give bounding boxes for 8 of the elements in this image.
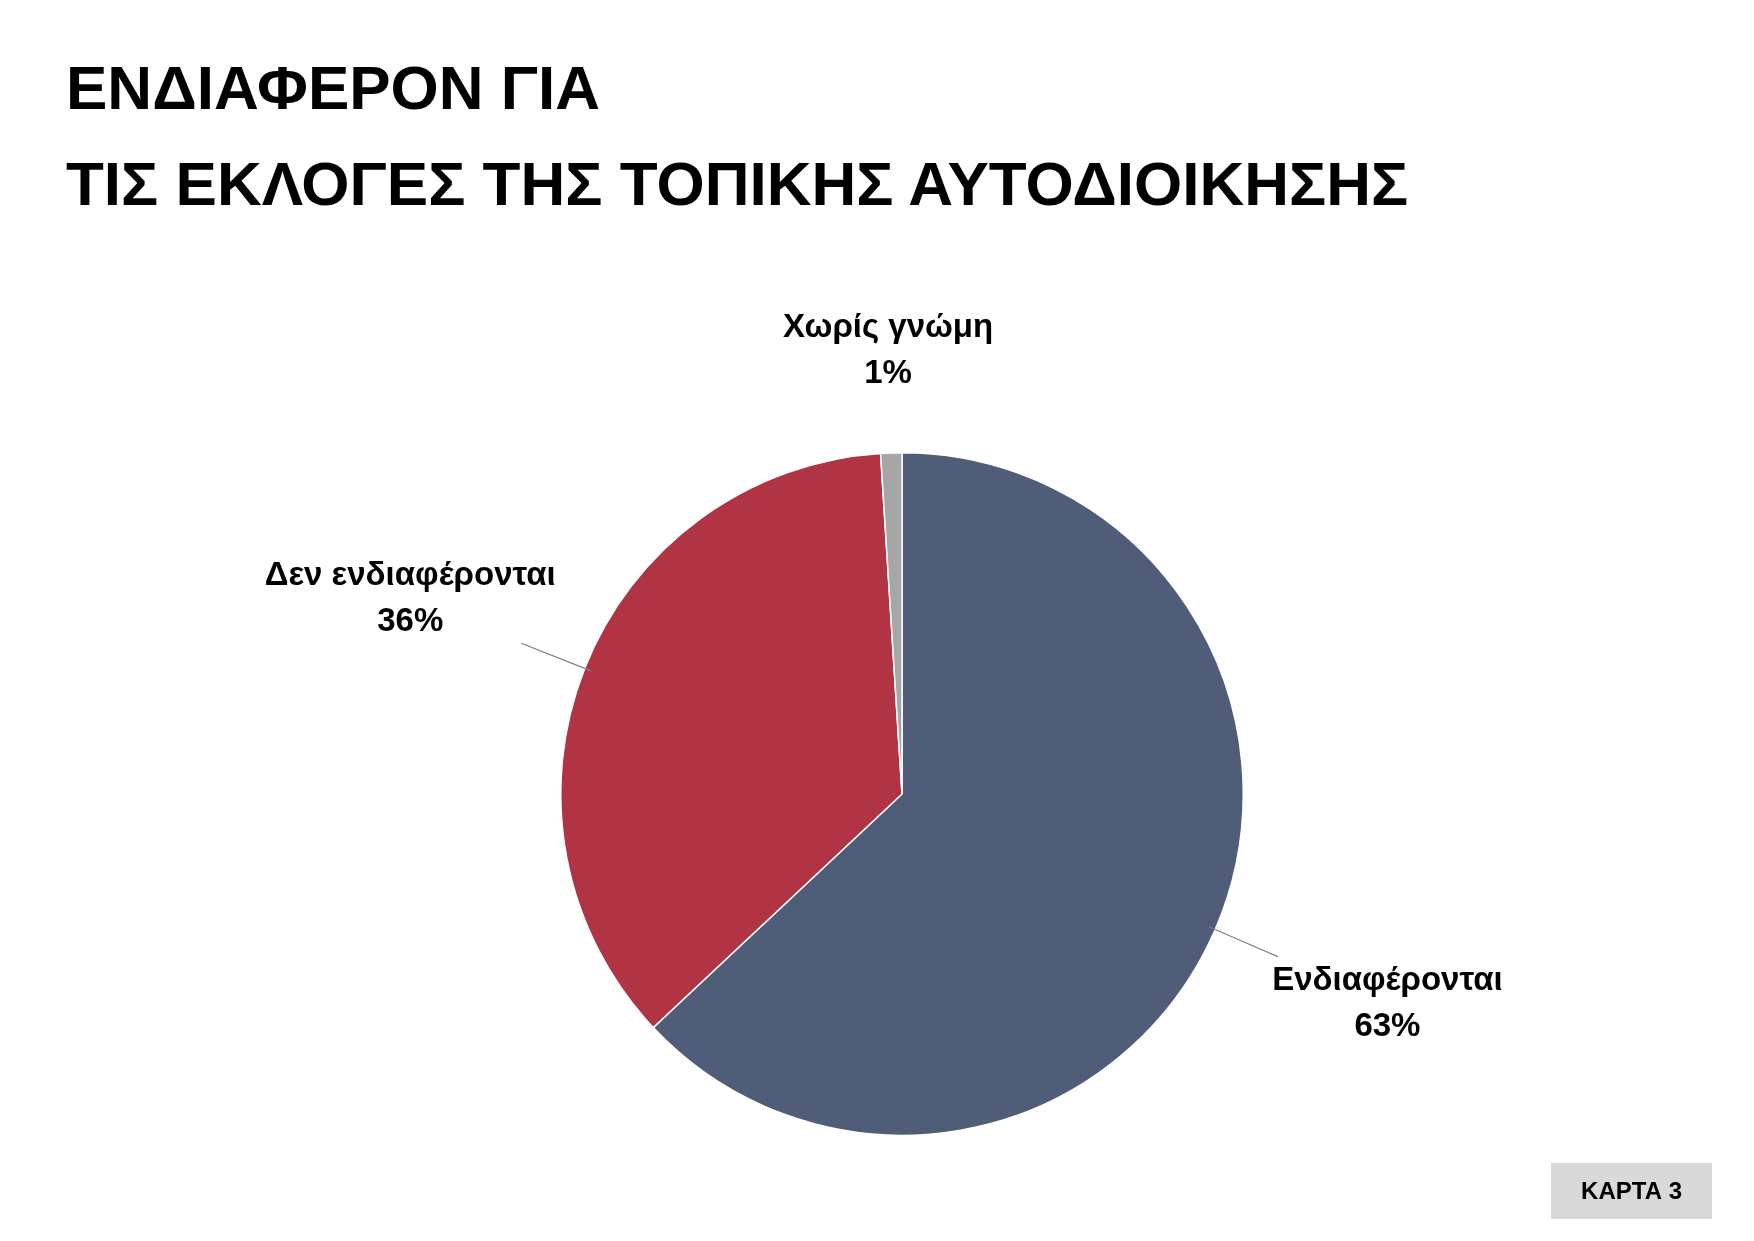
data-label: 1% <box>864 352 912 390</box>
slice-label: Δεν ενδιαφέρονται <box>264 555 556 593</box>
text: ΚΑΡΤΑ 3 <box>1551 1163 1712 1219</box>
data-label: 36% <box>377 601 444 639</box>
slice-label: Χωρίς γνώμη <box>782 306 994 344</box>
slice-label: Ενδιαφέρονται <box>1272 960 1503 998</box>
data-label: 63% <box>1354 1006 1421 1044</box>
chart-title: ΕΝΔΙΑΦΕΡΟΝ ΓΙΑ ΤΙΣ ΕΚΛΟΓΕΣ ΤΗΣ ΤΟΠΙΚΗΣ ΑΥΤΟΔΙΟΙΚΗΣΗΣ <box>66 52 1409 220</box>
